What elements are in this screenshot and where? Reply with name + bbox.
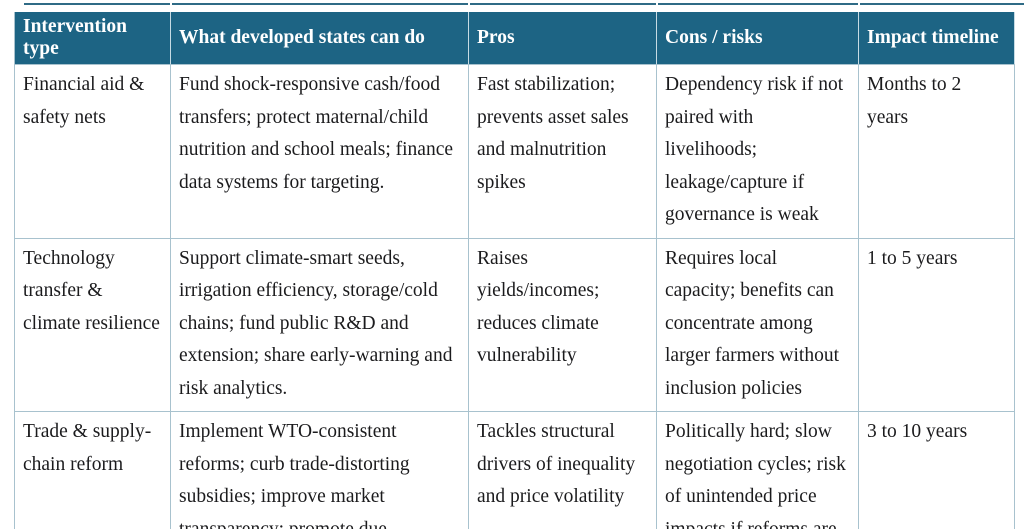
cell-pros: Tackles structural drivers of inequality… (468, 411, 657, 529)
intervention-comparison-table-container: Intervention type What developed states … (14, 12, 1015, 529)
cell-pros: Fast stabilization; prevents asset sales… (468, 64, 657, 239)
column-header-what-developed-states-can-do: What developed states can do (170, 12, 469, 65)
column-header-pros: Pros (468, 12, 657, 65)
cell-what-states-can-do: Fund shock-responsive cash/food transfer… (170, 64, 469, 239)
table-row-technology-transfer: Technology transfer & climate resilience… (14, 237, 1015, 412)
top-border-segment (470, 3, 656, 5)
top-border-segment (658, 3, 858, 5)
top-border-notch (170, 3, 172, 5)
cell-pros: Raises yields/incomes; reduces climate v… (468, 237, 657, 412)
table-header-row: Intervention type What developed states … (14, 12, 1015, 65)
cell-impact-timeline: Months to 2 years (858, 64, 1015, 239)
table-top-border-line (24, 3, 1024, 5)
cell-what-states-can-do: Support climate-smart seeds, irrigation … (170, 237, 469, 412)
cell-cons-risks: Requires local capacity; benefits can co… (656, 237, 859, 412)
top-border-notch (656, 3, 658, 5)
cell-impact-timeline: 3 to 10 years (858, 411, 1015, 529)
cell-what-states-can-do: Implement WTO-consistent reforms; curb t… (170, 411, 469, 529)
cell-impact-timeline: 1 to 5 years (858, 237, 1015, 412)
cell-cons-risks: Dependency risk if not paired with livel… (656, 64, 859, 239)
top-border-notch (468, 3, 470, 5)
intervention-comparison-table: Intervention type What developed states … (14, 12, 1015, 529)
cell-cons-risks: Politically hard; slow negotiation cycle… (656, 411, 859, 529)
cell-intervention-type: Technology transfer & climate resilience (14, 237, 171, 412)
cell-intervention-type: Financial aid & safety nets (14, 64, 171, 239)
column-header-impact-timeline: Impact timeline (858, 12, 1015, 65)
top-border-segment (24, 3, 170, 5)
column-header-intervention-type: Intervention type (14, 12, 171, 65)
top-border-notch (858, 3, 860, 5)
cell-intervention-type: Trade & supply-chain reform (14, 411, 171, 529)
table-row-financial-aid: Financial aid & safety nets Fund shock-r… (14, 64, 1015, 239)
top-border-segment (172, 3, 468, 5)
column-header-cons-risks: Cons / risks (656, 12, 859, 65)
table-row-trade-reform: Trade & supply-chain reform Implement WT… (14, 411, 1015, 529)
top-border-segment (860, 3, 1024, 5)
